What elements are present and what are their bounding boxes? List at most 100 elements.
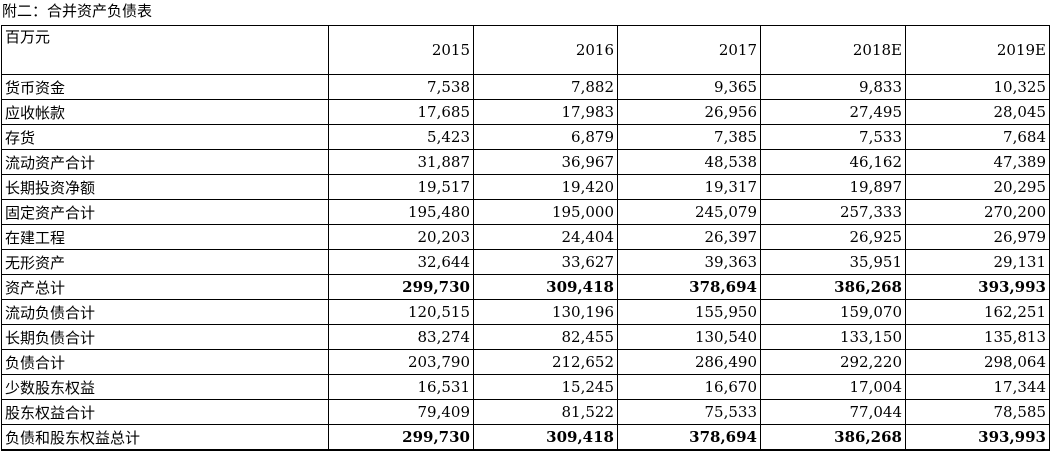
value-cell: 10,325: [905, 74, 1050, 100]
value-cell: 19,317: [617, 174, 761, 200]
value-cell: 133,150: [760, 324, 906, 350]
value-cell: 5,423: [328, 124, 474, 150]
table-row: 资产总计 299,730 309,418 378,694 386,268 393,993: [1, 274, 1050, 300]
value-cell: 7,882: [473, 74, 618, 100]
row-label: 长期负债合计: [1, 324, 329, 350]
value-cell: 48,538: [617, 149, 761, 175]
value-cell: 31,887: [328, 149, 474, 175]
table-row: 存货 5,423 6,879 7,385 7,533 7,684: [1, 124, 1050, 150]
value-cell: 292,220: [760, 349, 906, 375]
value-cell: 83,274: [328, 324, 474, 350]
value-cell: 32,644: [328, 249, 474, 275]
value-cell: 393,993: [905, 424, 1050, 451]
value-cell: 24,404: [473, 224, 618, 250]
value-cell: 16,531: [328, 374, 474, 400]
row-label: 存货: [1, 124, 329, 150]
table-row: 负债和股东权益总计 299,730 309,418 378,694 386,268 393…: [1, 424, 1050, 451]
table-row: 长期负债合计 83,274 82,455 130,540 133,150 135,813: [1, 324, 1050, 350]
value-cell: 195,000: [473, 199, 618, 225]
column-header: 2019E: [905, 25, 1050, 75]
value-cell: 212,652: [473, 349, 618, 375]
value-cell: 19,517: [328, 174, 474, 200]
value-cell: 16,670: [617, 374, 761, 400]
row-label: 无形资产: [1, 249, 329, 275]
value-cell: 78,585: [905, 399, 1050, 425]
value-cell: 46,162: [760, 149, 906, 175]
value-cell: 19,420: [473, 174, 618, 200]
value-cell: 386,268: [760, 274, 906, 300]
row-label: 流动资产合计: [1, 149, 329, 175]
value-cell: 9,833: [760, 74, 906, 100]
value-cell: 17,344: [905, 374, 1050, 400]
value-cell: 386,268: [760, 424, 906, 451]
value-cell: 299,730: [328, 274, 474, 300]
value-cell: 79,409: [328, 399, 474, 425]
value-cell: 20,203: [328, 224, 474, 250]
row-label: 资产总计: [1, 274, 329, 300]
value-cell: 47,389: [905, 149, 1050, 175]
value-cell: 309,418: [473, 424, 618, 451]
value-cell: 9,365: [617, 74, 761, 100]
value-cell: 155,950: [617, 299, 761, 325]
column-header: 2018E: [760, 25, 906, 75]
value-cell: 17,983: [473, 99, 618, 125]
value-cell: 203,790: [328, 349, 474, 375]
value-cell: 36,967: [473, 149, 618, 175]
row-label: 少数股东权益: [1, 374, 329, 400]
value-cell: 7,385: [617, 124, 761, 150]
value-cell: 7,533: [760, 124, 906, 150]
header-row: 百万元 2015 2016 2017 2018E 2019E: [1, 25, 1050, 75]
row-label: 流动负债合计: [1, 299, 329, 325]
value-cell: 33,627: [473, 249, 618, 275]
column-header: 2015: [328, 25, 474, 75]
value-cell: 81,522: [473, 399, 618, 425]
row-label: 在建工程: [1, 224, 329, 250]
value-cell: 29,131: [905, 249, 1050, 275]
value-cell: 245,079: [617, 199, 761, 225]
table-row: 流动资产合计 31,887 36,967 48,538 46,162 47,389: [1, 149, 1050, 175]
value-cell: 135,813: [905, 324, 1050, 350]
value-cell: 378,694: [617, 424, 761, 451]
value-cell: 17,004: [760, 374, 906, 400]
value-cell: 130,540: [617, 324, 761, 350]
value-cell: 130,196: [473, 299, 618, 325]
value-cell: 20,295: [905, 174, 1050, 200]
value-cell: 7,684: [905, 124, 1050, 150]
value-cell: 82,455: [473, 324, 618, 350]
value-cell: 26,979: [905, 224, 1050, 250]
value-cell: 75,533: [617, 399, 761, 425]
row-label: 负债合计: [1, 349, 329, 375]
value-cell: 120,515: [328, 299, 474, 325]
row-label: 负债和股东权益总计: [1, 424, 329, 451]
row-label: 固定资产合计: [1, 199, 329, 225]
value-cell: 28,045: [905, 99, 1050, 125]
value-cell: 26,956: [617, 99, 761, 125]
value-cell: 378,694: [617, 274, 761, 300]
table-row: 负债合计 203,790 212,652 286,490 292,220 298,064: [1, 349, 1050, 375]
table-row: 无形资产 32,644 33,627 39,363 35,951 29,131: [1, 249, 1050, 275]
table-row: 少数股东权益 16,531 15,245 16,670 17,004 17,344: [1, 374, 1050, 400]
value-cell: 19,897: [760, 174, 906, 200]
column-header: 2016: [473, 25, 618, 75]
value-cell: 35,951: [760, 249, 906, 275]
table-row: 流动负债合计 120,515 130,196 155,950 159,070 162,25…: [1, 299, 1050, 325]
value-cell: 7,538: [328, 74, 474, 100]
value-cell: 162,251: [905, 299, 1050, 325]
column-header: 2017: [617, 25, 761, 75]
page-title: 附二：合并资产负债表: [2, 2, 153, 20]
table-row: 在建工程 20,203 24,404 26,397 26,925 26,979: [1, 224, 1050, 250]
table-row: 货币资金 7,538 7,882 9,365 9,833 10,325: [1, 74, 1050, 100]
value-cell: 17,685: [328, 99, 474, 125]
table-row: 固定资产合计 195,480 195,000 245,079 257,333 270,20…: [1, 199, 1050, 225]
table-body: 货币资金 7,538 7,882 9,365 9,833 10,325 应收帐款 17,685…: [1, 74, 1050, 451]
value-cell: 159,070: [760, 299, 906, 325]
table-row: 应收帐款 17,685 17,983 26,956 27,495 28,045: [1, 99, 1050, 125]
balance-sheet-table: 百万元 2015 2016 2017 2018E 2019E 货币资金 7,538 7,882…: [1, 25, 1050, 451]
unit-header: 百万元: [1, 25, 329, 75]
value-cell: 26,397: [617, 224, 761, 250]
row-label: 应收帐款: [1, 99, 329, 125]
value-cell: 298,064: [905, 349, 1050, 375]
value-cell: 299,730: [328, 424, 474, 451]
value-cell: 393,993: [905, 274, 1050, 300]
